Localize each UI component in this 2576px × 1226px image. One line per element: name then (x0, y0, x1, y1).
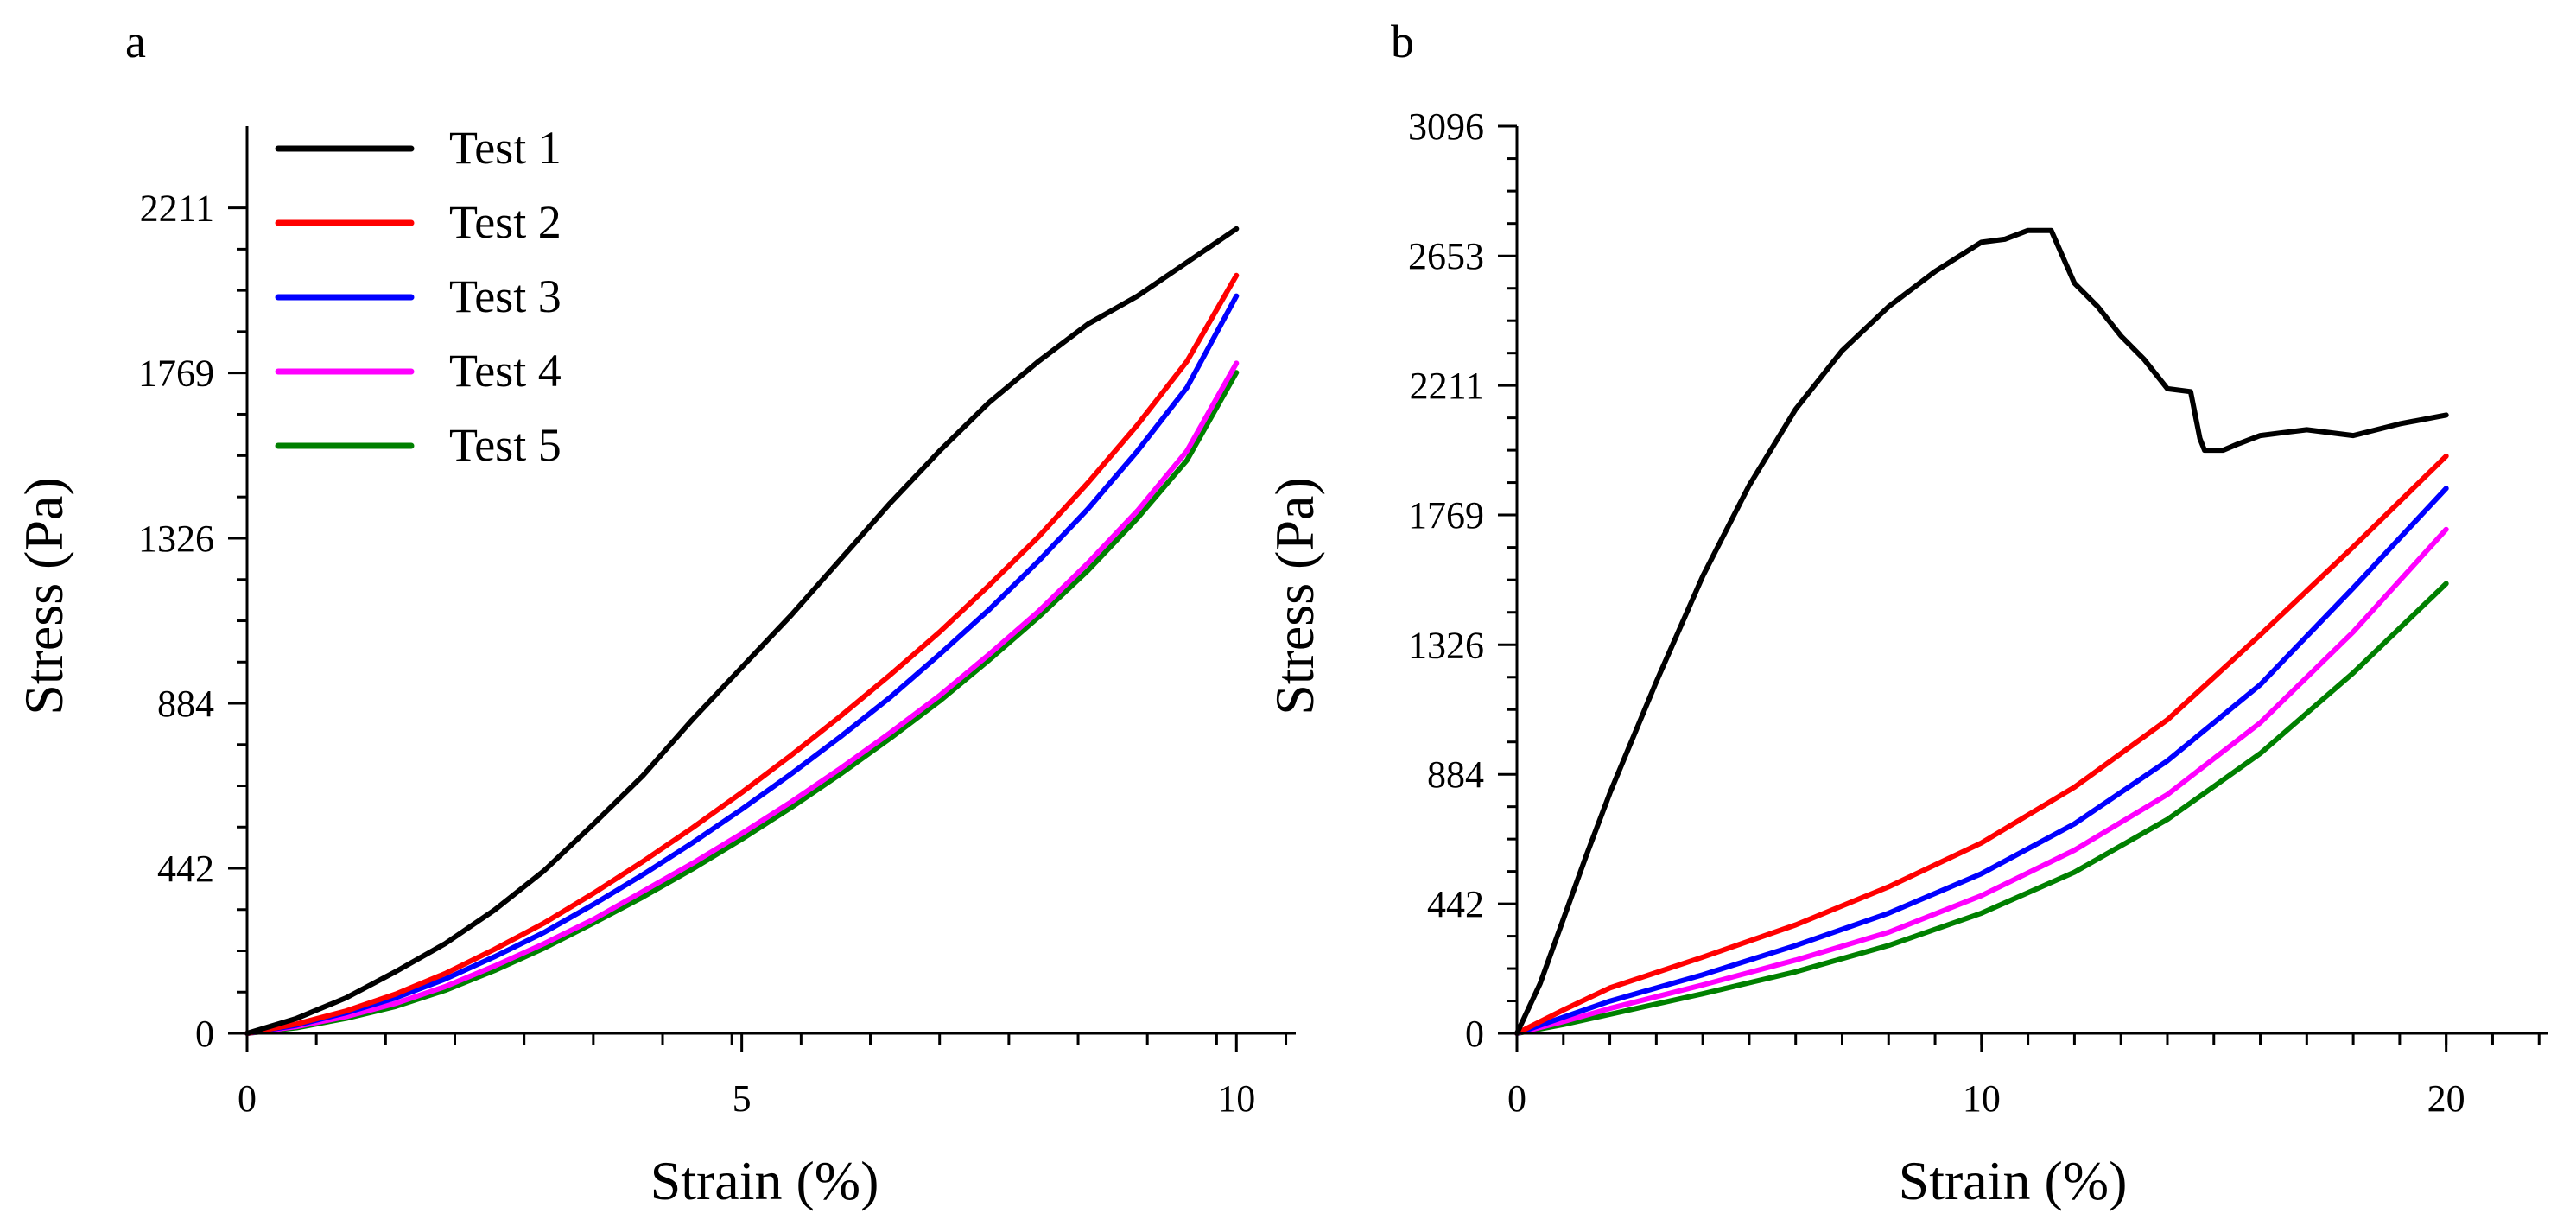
panel-b-x-axis-label: Strain (%) (1899, 1150, 2128, 1211)
series-line-test-3 (244, 293, 1240, 1036)
x-tick-label: 5 (733, 1077, 752, 1120)
y-tick-label: 0 (195, 1013, 214, 1055)
y-tick-label: 442 (157, 848, 214, 890)
panel-a-y-axis-label: Stress (Pa) (13, 477, 74, 715)
panel-a-legend: Test 1 Test 2 Test 3 Test 4 Test 5 (275, 122, 562, 471)
y-tick-label: 1326 (138, 518, 214, 560)
legend-label: Test 3 (449, 270, 562, 322)
y-tick-label: 442 (1427, 883, 1484, 925)
panel-b-chart: b Stress (Pa) Strain (%) 0 10 20 0 442 884 132… (1264, 16, 2548, 1211)
y-tick-label: 884 (157, 683, 214, 725)
x-tick-label: 0 (1507, 1077, 1526, 1120)
series-line-test-1 (1514, 227, 2449, 1036)
panel-a-chart: a Stress (Pa) Strain (%) 0 5 10 0 442 884 1326… (13, 16, 1296, 1211)
panel-b-label: b (1391, 16, 1414, 67)
series-line-test-5 (1514, 581, 2449, 1036)
legend-label: Test 4 (449, 345, 562, 397)
legend-label: Test 1 (449, 122, 562, 174)
legend-label: Test 5 (449, 419, 562, 471)
series-line-test-4 (1514, 526, 2449, 1036)
x-tick-label: 10 (1217, 1077, 1255, 1120)
series-line-test-3 (1514, 486, 2449, 1036)
y-tick-label: 3096 (1408, 105, 1484, 148)
y-tick-label: 2211 (140, 187, 214, 230)
series-line-test-5 (244, 370, 1240, 1036)
panel-a-x-axis-label: Strain (%) (650, 1150, 879, 1211)
series-line-test-2 (1514, 453, 2449, 1036)
panel-b-y-axis-label: Stress (Pa) (1264, 477, 1325, 715)
y-tick-label: 2211 (1410, 365, 1484, 407)
y-tick-label: 1326 (1408, 624, 1484, 666)
x-tick-label: 0 (238, 1077, 257, 1120)
y-tick-label: 2653 (1408, 235, 1484, 277)
y-tick-label: 884 (1427, 753, 1484, 796)
x-tick-label: 10 (1963, 1077, 2001, 1120)
legend-label: Test 2 (449, 196, 562, 248)
series-line-test-4 (244, 360, 1240, 1036)
y-tick-label: 1769 (1408, 494, 1484, 537)
y-tick-label: 1769 (138, 353, 214, 395)
x-tick-label: 20 (2427, 1077, 2465, 1120)
panel-a-label: a (125, 16, 146, 67)
series-line-test-1 (244, 226, 1240, 1036)
y-tick-label: 0 (1465, 1013, 1484, 1055)
series-line-test-2 (244, 272, 1240, 1036)
